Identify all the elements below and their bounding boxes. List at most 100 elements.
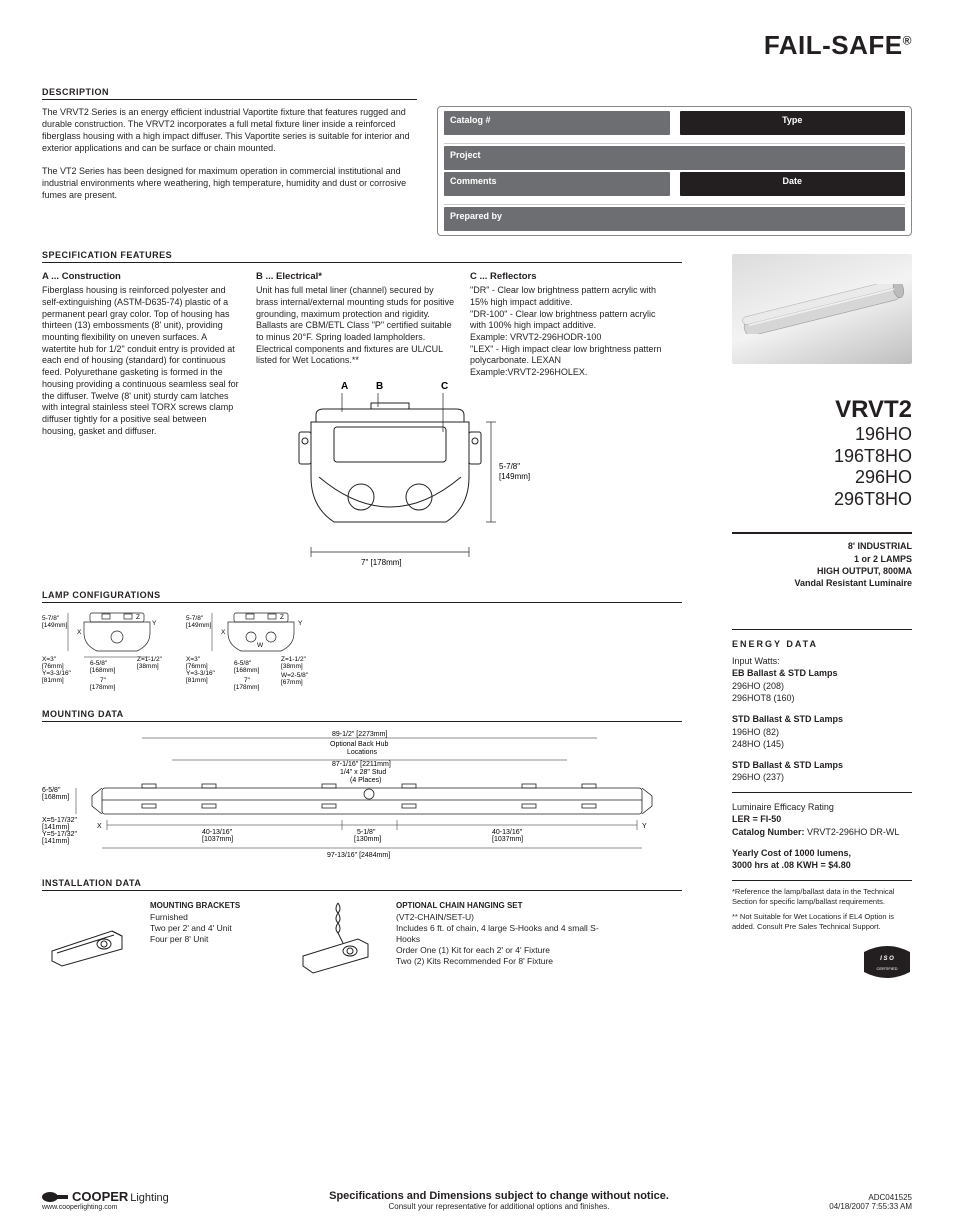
svg-text:[81mm]: [81mm] bbox=[42, 677, 64, 684]
product-image bbox=[732, 254, 912, 364]
svg-text:Y: Y bbox=[642, 823, 647, 830]
footer-mid2: Consult your representative for addition… bbox=[329, 1202, 669, 1211]
install1-title: MOUNTING BRACKETS bbox=[150, 901, 270, 911]
lamp-diagram-2: 5-7/8" [149mm] Z Y X W X=3" [76mm] Y=3-3… bbox=[186, 611, 316, 691]
footer-date: 04/18/2007 7:55:33 AM bbox=[829, 1202, 912, 1211]
svg-text:Optional Back Hub: Optional Back Hub bbox=[330, 741, 388, 748]
svg-text:Y=3-3/16": Y=3-3/16" bbox=[186, 670, 216, 677]
svg-text:[1037mm]: [1037mm] bbox=[202, 836, 233, 843]
svg-text:97-13/16" [2484mm]: 97-13/16" [2484mm] bbox=[327, 852, 390, 859]
summary-block: 8' INDUSTRIAL 1 or 2 LAMPS HIGH OUTPUT, … bbox=[732, 532, 912, 589]
install1-text: MOUNTING BRACKETS Furnished Two per 2' a… bbox=[150, 901, 270, 945]
svg-text:[178mm]: [178mm] bbox=[90, 684, 115, 691]
description-text: The VRVT2 Series is an energy efficient … bbox=[42, 106, 417, 236]
energy-fn2: ** Not Suitable for Wet Locations if EL4… bbox=[732, 912, 912, 932]
footer-mid1: Specifications and Dimensions subject to… bbox=[329, 1190, 669, 1202]
header-bar: FAIL-SAFE® bbox=[42, 30, 912, 61]
install2-l1: Includes 6 ft. of chain, 4 large S-Hooks… bbox=[396, 923, 606, 945]
col-c-body: "DR" - Clear low brightness pattern acry… bbox=[470, 285, 670, 379]
energy-fn1: *Reference the lamp/ballast data in the … bbox=[732, 887, 912, 907]
model-main: VRVT2 bbox=[732, 396, 912, 424]
info-box: Catalog # Type Project Comments Date Pre… bbox=[437, 106, 912, 236]
energy-ler2: LER = FI-50 bbox=[732, 813, 912, 826]
svg-text:1/4" x 28" Stud: 1/4" x 28" Stud bbox=[340, 769, 386, 776]
install2-title: OPTIONAL CHAIN HANGING SET bbox=[396, 901, 606, 911]
energy-grp2-0: 196HO (82) bbox=[732, 726, 912, 739]
svg-text:89-1/2" [2273mm]: 89-1/2" [2273mm] bbox=[332, 731, 387, 738]
col-a-body: Fiberglass housing is reinforced polyest… bbox=[42, 285, 242, 437]
footer-code: ADC041525 bbox=[829, 1193, 912, 1202]
summary-1: 1 or 2 LAMPS bbox=[732, 553, 912, 565]
svg-text:[141mm]: [141mm] bbox=[42, 838, 69, 845]
svg-text:5-7/8": 5-7/8" bbox=[186, 615, 204, 622]
install2-text: OPTIONAL CHAIN HANGING SET (VT2-CHAIN/SE… bbox=[396, 901, 606, 967]
svg-text:A: A bbox=[341, 381, 348, 392]
svg-text:Y=3-3/16": Y=3-3/16" bbox=[42, 670, 72, 677]
lamp-diagram-1: 5-7/8" [149mm] Z Y X X=3" [76mm] Y=3-3/1… bbox=[42, 611, 172, 691]
install1-l1: Furnished bbox=[150, 912, 270, 923]
svg-text:[149mm]: [149mm] bbox=[42, 622, 67, 629]
model-sub-2: 296HO bbox=[732, 467, 912, 489]
col-a-title: A ... Construction bbox=[42, 271, 242, 283]
install2-l3: Two (2) Kits Recommended For 8' Fixture bbox=[396, 956, 606, 967]
model-sub-0: 196HO bbox=[732, 424, 912, 446]
footer-mid: Specifications and Dimensions subject to… bbox=[329, 1190, 669, 1211]
description-heading: DESCRIPTION bbox=[42, 87, 417, 100]
brand-logo: FAIL-SAFE® bbox=[764, 30, 912, 61]
description-p2: The VT2 Series has been designed for max… bbox=[42, 165, 417, 201]
svg-text:6-5/8": 6-5/8" bbox=[90, 660, 108, 667]
svg-text:[1037mm]: [1037mm] bbox=[492, 836, 523, 843]
install2-sub: (VT2-CHAIN/SET-U) bbox=[396, 912, 606, 923]
svg-text:[67mm]: [67mm] bbox=[281, 679, 303, 686]
summary-2: HIGH OUTPUT, 800MA bbox=[732, 565, 912, 577]
svg-text:CERTIFIED: CERTIFIED bbox=[876, 966, 897, 971]
col-a: A ... Construction Fiberglass housing is… bbox=[42, 271, 242, 572]
summary-0: 8' INDUSTRIAL bbox=[732, 540, 912, 552]
col-b-body: Unit has full metal liner (channel) secu… bbox=[256, 285, 456, 367]
svg-text:[168mm]: [168mm] bbox=[234, 667, 259, 674]
energy-ler3-val: VRVT2-296HO DR-WL bbox=[807, 827, 899, 837]
energy-block: ENERGY DATA Input Watts: EB Ballast & ST… bbox=[732, 629, 912, 982]
svg-text:7" [178mm]: 7" [178mm] bbox=[361, 558, 402, 567]
svg-text:Z: Z bbox=[280, 614, 284, 621]
svg-text:6-5/8": 6-5/8" bbox=[234, 660, 252, 667]
footer: COOPER Lighting www.cooperlighting.com S… bbox=[42, 1189, 912, 1211]
svg-text:7": 7" bbox=[100, 677, 107, 684]
spec-heading: SPECIFICATION FEATURES bbox=[42, 250, 682, 263]
infobox-catalog-field[interactable] bbox=[444, 137, 905, 144]
model-sub-1: 196T8HO bbox=[732, 446, 912, 468]
right-sidebar: VRVT2 196HO 196T8HO 296HO 296T8HO 8' IND… bbox=[732, 254, 912, 982]
svg-text:(4 Places): (4 Places) bbox=[350, 777, 382, 784]
svg-text:Z: Z bbox=[136, 614, 140, 621]
svg-text:W=2-5/8": W=2-5/8" bbox=[281, 672, 309, 679]
energy-input-watts: Input Watts: bbox=[732, 655, 912, 668]
footer-lighting: Lighting bbox=[130, 1192, 169, 1204]
infobox-comments-label: Comments bbox=[444, 172, 670, 196]
infobox-comments-field[interactable] bbox=[444, 198, 905, 205]
energy-grp1-label: EB Ballast & STD Lamps bbox=[732, 667, 912, 680]
description-p1: The VRVT2 Series is an energy efficient … bbox=[42, 106, 417, 155]
cross-section-diagram: A B C bbox=[256, 377, 556, 572]
svg-text:X: X bbox=[221, 629, 226, 636]
infobox-catalog-label: Catalog # bbox=[444, 111, 670, 135]
footer-right: ADC041525 04/18/2007 7:55:33 AM bbox=[829, 1193, 912, 1211]
svg-text:87-1/16" [2211mm]: 87-1/16" [2211mm] bbox=[332, 761, 391, 768]
footer-left: COOPER Lighting www.cooperlighting.com bbox=[42, 1189, 169, 1211]
svg-text:40-13/16": 40-13/16" bbox=[202, 829, 233, 836]
lamp-config-heading: LAMP CONFIGURATIONS bbox=[42, 590, 682, 603]
svg-text:[168mm]: [168mm] bbox=[90, 667, 115, 674]
model-sub-3: 296T8HO bbox=[732, 489, 912, 511]
svg-text:X=3": X=3" bbox=[186, 656, 201, 663]
energy-grp2-1: 248HO (145) bbox=[732, 738, 912, 751]
footer-url: www.cooperlighting.com bbox=[42, 1204, 117, 1211]
energy-heading: ENERGY DATA bbox=[732, 629, 912, 651]
install-heading: INSTALLATION DATA bbox=[42, 878, 682, 891]
svg-text:X: X bbox=[77, 629, 82, 636]
svg-text:5-1/8": 5-1/8" bbox=[357, 829, 376, 836]
svg-text:B: B bbox=[376, 381, 383, 392]
row-description: The VRVT2 Series is an energy efficient … bbox=[42, 106, 912, 236]
install-bracket-icon bbox=[42, 901, 132, 971]
energy-grp3-label: STD Ballast & STD Lamps bbox=[732, 759, 912, 772]
svg-text:[178mm]: [178mm] bbox=[234, 684, 259, 691]
svg-text:Y=5-17/32": Y=5-17/32" bbox=[42, 831, 77, 838]
